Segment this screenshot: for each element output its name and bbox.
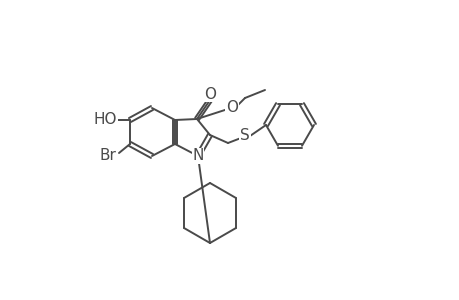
Text: N: N (192, 148, 203, 164)
Text: S: S (240, 128, 249, 143)
Text: Br: Br (99, 148, 116, 163)
Text: O: O (203, 86, 216, 101)
Text: HO: HO (93, 112, 117, 128)
Text: O: O (225, 100, 237, 116)
